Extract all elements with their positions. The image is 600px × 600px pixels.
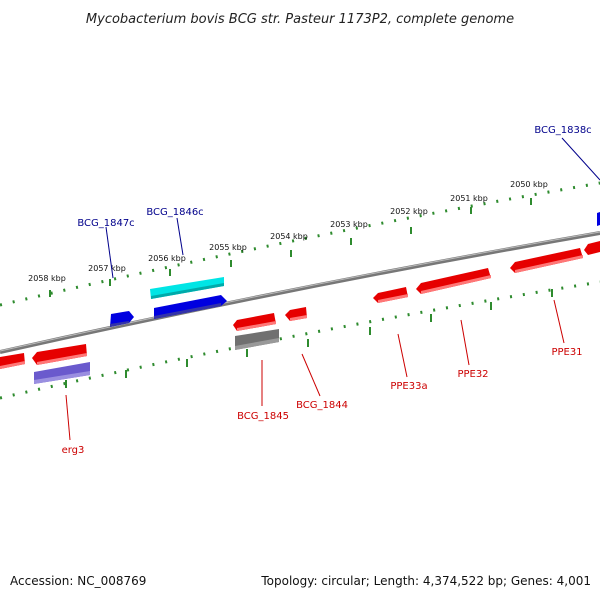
tick-label-2055: 2055 kbp (209, 243, 247, 252)
gene-bcg-1846c[interactable] (150, 277, 224, 299)
gene-red-left[interactable] (32, 344, 87, 365)
gene-erg3[interactable] (34, 362, 90, 384)
tick-label-2050: 2050 kbp (510, 180, 548, 189)
gene-label-ppe32: PPE32 (457, 369, 488, 380)
gene-label-erg3: erg3 (62, 445, 85, 456)
gene-red-right-edge[interactable] (584, 241, 600, 255)
gene-label-bcg-1845: BCG_1845 (237, 411, 289, 422)
leader-lines-blue (105, 137, 600, 279)
map-title: Mycobacterium bovis BCG str. Pasteur 117… (86, 12, 514, 27)
gene-bcg-1847c[interactable] (110, 311, 134, 327)
gene-label-ppe31: PPE31 (551, 347, 582, 358)
inner-tick-ring (0, 280, 600, 400)
gene-red-left-edge[interactable] (0, 353, 25, 369)
tick-label-2056: 2056 kbp (148, 254, 186, 263)
gene-label-ppe33a: PPE33a (390, 381, 427, 392)
tick-label-2058: 2058 kbp (28, 274, 66, 283)
gene-label-bcg-1847c: BCG_1847c (77, 218, 134, 229)
outer-tick-ring (0, 181, 600, 307)
gene-gray[interactable] (235, 329, 279, 350)
tick-label-2052: 2052 kbp (390, 207, 428, 216)
leader-lines-red (65, 299, 565, 441)
tick-label-2054: 2054 kbp (270, 232, 308, 241)
gene-red-bcg-1845[interactable] (233, 313, 276, 331)
gene-blue-forward[interactable] (154, 295, 227, 319)
gene-red-ppe31[interactable] (510, 248, 583, 273)
gene-red-ppe32[interactable] (416, 268, 491, 294)
gene-red-bcg-1844[interactable] (285, 307, 307, 321)
gene-label-bcg-1838c: BCG_1838c (534, 125, 591, 136)
genome-backbone-highlight (0, 231, 600, 352)
outer-major-ticks (49, 198, 532, 297)
gene-red-ppe33a[interactable] (373, 287, 408, 303)
gene-label-bcg-1846c: BCG_1846c (146, 207, 203, 218)
genome-backbone (0, 231, 600, 354)
accession-text: Accession: NC_008769 (10, 574, 147, 588)
genome-summary-text: Topology: circular; Length: 4,374,522 bp… (261, 574, 591, 588)
tick-label-2053: 2053 kbp (330, 220, 368, 229)
gene-label-bcg-1844: BCG_1844 (296, 400, 348, 411)
inner-major-ticks (65, 289, 553, 388)
tick-label-2051: 2051 kbp (450, 194, 488, 203)
tick-label-2057: 2057 kbp (88, 264, 126, 273)
gene-bcg-1838c[interactable] (597, 212, 600, 226)
